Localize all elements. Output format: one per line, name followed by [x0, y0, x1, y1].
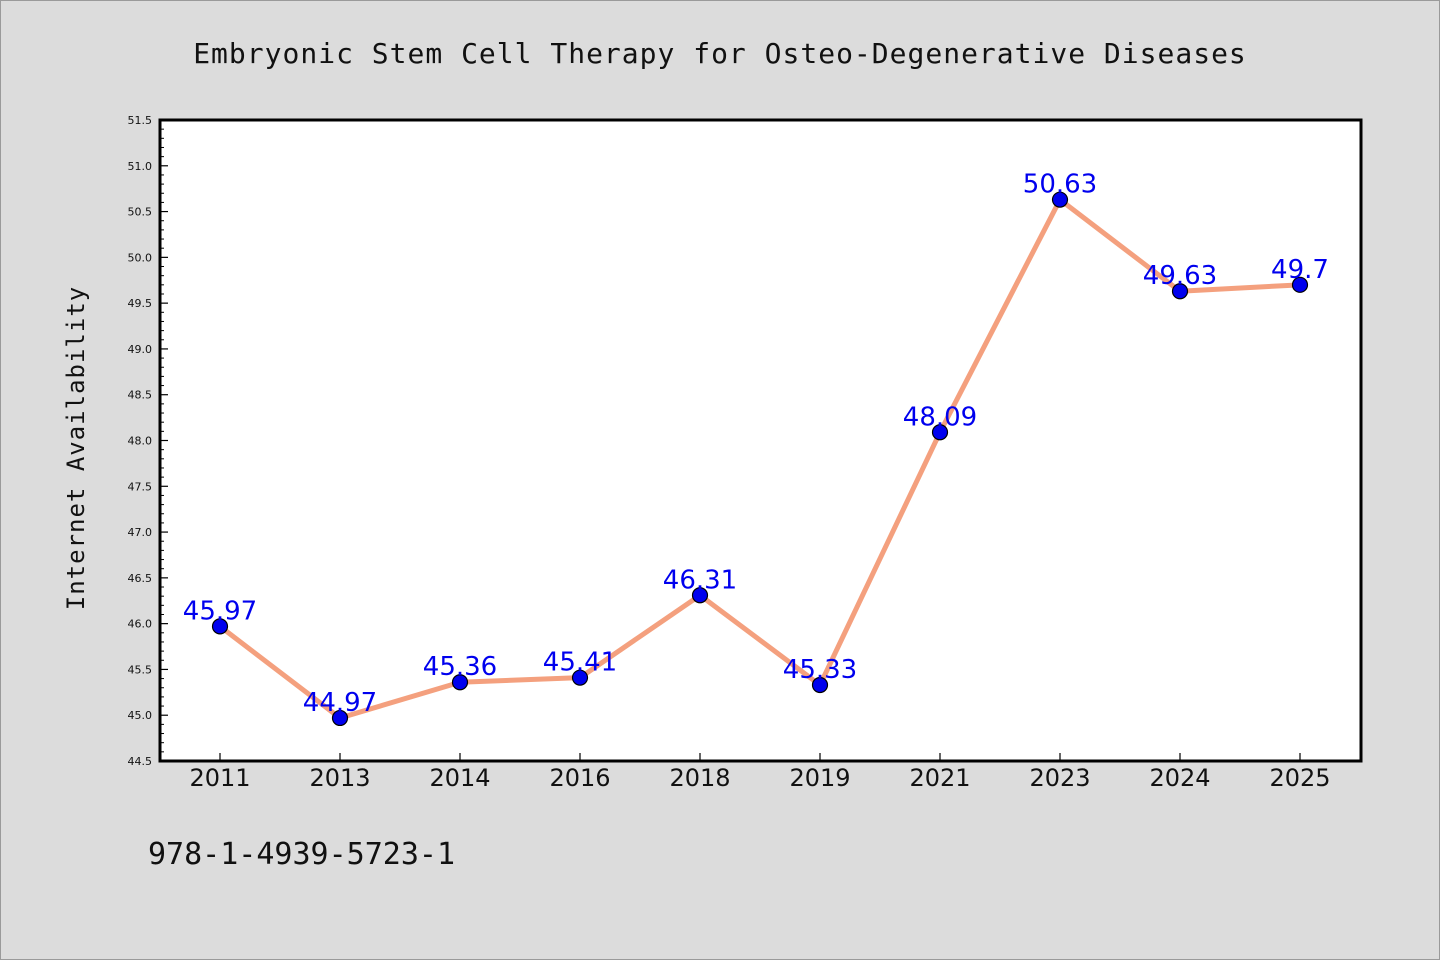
data-point [451, 674, 469, 691]
data-point [691, 587, 709, 604]
data-label: 45.36 [423, 652, 497, 682]
y-tick-label: 50.0 [128, 251, 153, 264]
data-point [571, 669, 589, 686]
y-tick-label: 44.5 [128, 755, 153, 768]
x-tick-label: 2025 [1269, 764, 1330, 792]
y-tick-label: 46.0 [128, 618, 153, 631]
data-label: 44.97 [303, 688, 377, 718]
y-tick-label: 47.5 [128, 480, 153, 493]
x-tick-label: 2016 [549, 764, 610, 792]
y-tick-label: 51.0 [128, 160, 153, 173]
data-label: 50.63 [1023, 170, 1097, 200]
data-markers [211, 191, 1309, 727]
data-label: 46.31 [663, 565, 737, 595]
y-tick-label: 45.5 [128, 663, 153, 676]
x-tick-label: 2011 [189, 764, 250, 792]
x-tick-label: 2023 [1029, 764, 1090, 792]
x-axis-ticks: 2011 2013 2014 2016 2018 2019 2021 2023 2024 2025 [189, 753, 1331, 792]
data-label: 45.97 [183, 596, 257, 626]
data-point [1291, 276, 1309, 293]
data-label: 45.41 [543, 648, 617, 678]
y-tick-label: 51.5 [128, 114, 153, 127]
x-tick-label: 2013 [309, 764, 370, 792]
y-tick-label: 50.5 [128, 206, 153, 219]
isbn-text: 978-1-4939-5723-1 [148, 837, 455, 872]
data-point [1171, 283, 1189, 300]
series-line [217, 197, 1303, 721]
x-tick-label: 2018 [669, 764, 730, 792]
plot-area [158, 118, 1363, 763]
y-axis-label: Internet Availability [62, 286, 90, 610]
data-point [811, 676, 829, 694]
y-tick-label: 47.0 [128, 526, 153, 539]
y-tick-label: 48.0 [128, 435, 153, 448]
data-point [211, 618, 229, 635]
x-tick-label: 2021 [909, 764, 970, 792]
data-label: 48.09 [903, 402, 977, 432]
data-labels: 45.97 44.97 45.36 45.41 46.31 45.33 48.09 50.63… [183, 170, 1329, 718]
x-tick-label: 2014 [429, 764, 490, 792]
data-label: 49.7 [1271, 255, 1329, 285]
data-label: 45.33 [783, 655, 857, 685]
data-point [1051, 191, 1069, 208]
x-tick-label: 2024 [1149, 764, 1210, 792]
y-axis-ticks: 44.5 45.0 45.5 46.0 46.5 47.0 47.5 48.0 48.5 49.0… [128, 114, 168, 768]
y-tick-label: 49.5 [128, 297, 153, 310]
chart-title: Embryonic Stem Cell Therapy for Osteo-De… [193, 37, 1247, 70]
y-tick-label: 49.0 [128, 343, 153, 356]
y-tick-label: 46.5 [128, 572, 153, 585]
data-label: 49.63 [1143, 261, 1217, 291]
y-tick-label: 48.5 [128, 389, 153, 402]
data-point [331, 709, 349, 727]
data-point [931, 424, 949, 441]
y-tick-label: 45.0 [128, 709, 153, 722]
x-tick-label: 2019 [789, 764, 850, 792]
